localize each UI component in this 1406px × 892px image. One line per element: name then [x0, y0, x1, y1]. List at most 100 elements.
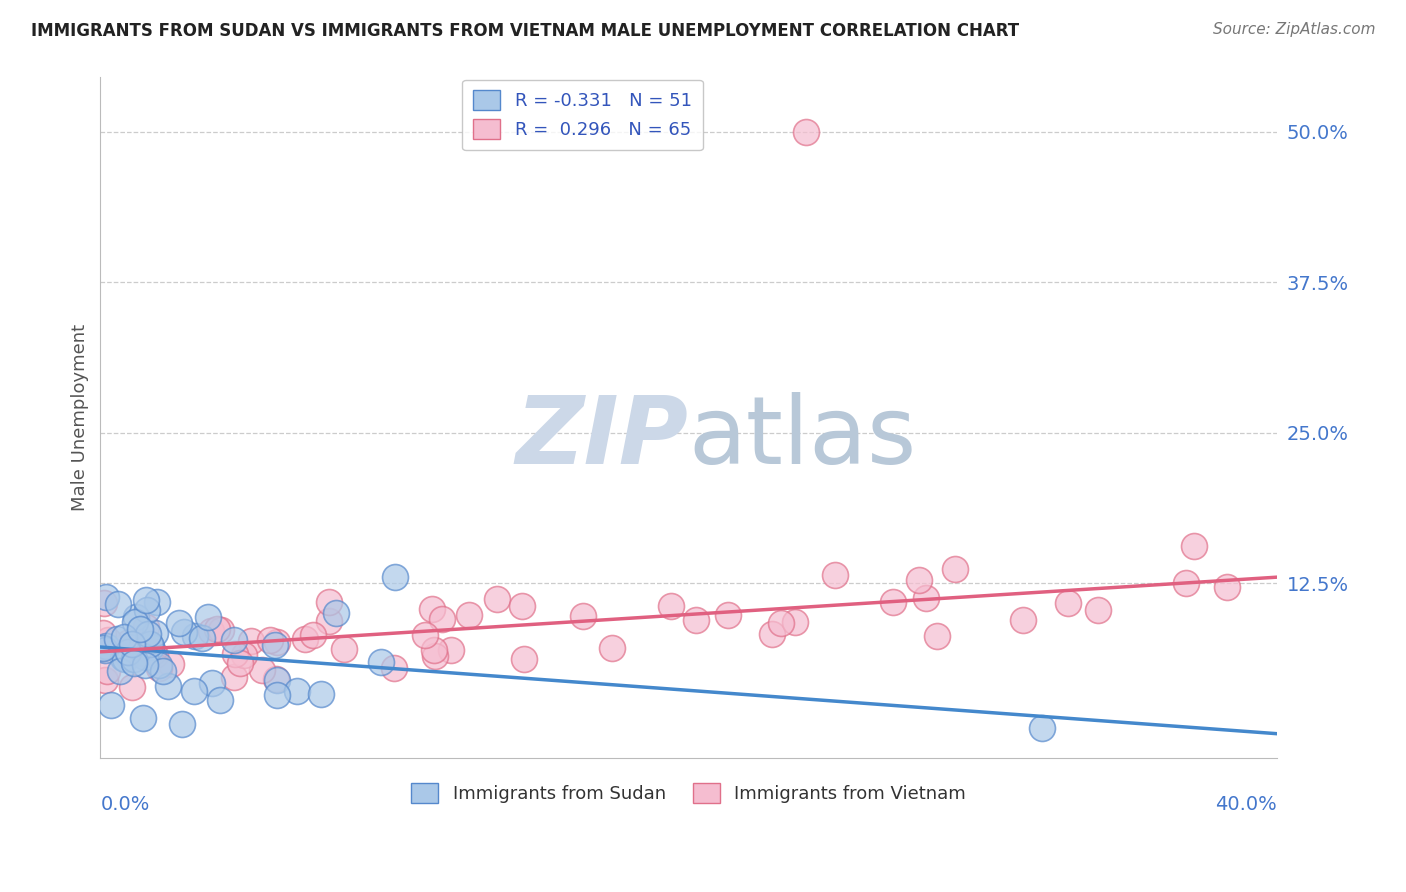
Point [131, 646, 153, 660]
Point [96, 664, 118, 678]
Text: ZIP: ZIP [516, 392, 689, 484]
Point [224, 633, 246, 648]
Point [413, 628, 436, 642]
Point [908, 574, 931, 588]
Point [685, 613, 707, 627]
Point [141, 640, 163, 654]
Point [135, 592, 157, 607]
Point [121, 680, 143, 694]
Point [783, 615, 806, 629]
Point [100, 698, 122, 713]
Point [209, 693, 232, 707]
Point [232, 648, 254, 663]
Point [91, 641, 114, 656]
Text: Source: ZipAtlas.com: Source: ZipAtlas.com [1212, 22, 1375, 37]
Point [94, 643, 117, 657]
Text: IMMIGRANTS FROM SUDAN VS IMMIGRANTS FROM VIETNAM MALE UNEMPLOYMENT CORRELATION C: IMMIGRANTS FROM SUDAN VS IMMIGRANTS FROM… [31, 22, 1019, 40]
Point [294, 632, 316, 647]
Point [1056, 596, 1078, 610]
Point [266, 688, 288, 702]
Point [132, 710, 155, 724]
Point [572, 609, 595, 624]
Point [91, 625, 114, 640]
Point [263, 638, 285, 652]
Point [1174, 575, 1197, 590]
Point [142, 645, 165, 659]
Point [325, 607, 347, 621]
Point [266, 673, 288, 688]
Point [96, 590, 118, 604]
Point [197, 610, 219, 624]
Point [121, 637, 143, 651]
Point [170, 717, 193, 731]
Text: 0.0%: 0.0% [100, 795, 149, 814]
Point [167, 616, 190, 631]
Point [207, 622, 229, 636]
Point [600, 640, 623, 655]
Point [148, 661, 170, 675]
Point [318, 614, 340, 628]
Point [250, 663, 273, 677]
Point [659, 599, 682, 613]
Point [134, 657, 156, 672]
Point [135, 603, 157, 617]
Point [382, 661, 405, 675]
Point [200, 624, 222, 639]
Point [114, 652, 136, 666]
Point [264, 672, 287, 686]
Point [430, 612, 453, 626]
Point [91, 641, 114, 656]
Point [112, 651, 135, 665]
Point [266, 635, 288, 649]
Point [108, 664, 131, 678]
Point [139, 643, 162, 657]
Text: atlas: atlas [689, 392, 917, 484]
Point [882, 595, 904, 609]
Point [160, 657, 183, 671]
Point [122, 652, 145, 666]
Point [93, 673, 115, 687]
Point [425, 648, 447, 663]
Point [118, 634, 141, 648]
Point [384, 570, 406, 584]
Point [259, 632, 281, 647]
Point [717, 608, 740, 623]
Point [124, 637, 146, 651]
Point [457, 607, 479, 622]
Point [761, 627, 783, 641]
Point [173, 624, 195, 639]
Point [1011, 613, 1033, 627]
Point [107, 597, 129, 611]
Point [128, 622, 150, 636]
Point [943, 561, 966, 575]
Point [794, 125, 817, 139]
Point [318, 595, 340, 609]
Point [201, 676, 224, 690]
Point [97, 632, 120, 647]
Point [141, 640, 163, 654]
Point [143, 626, 166, 640]
Point [309, 687, 332, 701]
Point [184, 629, 207, 643]
Point [1087, 603, 1109, 617]
Point [915, 591, 938, 605]
Point [229, 657, 252, 671]
Point [134, 650, 156, 665]
Point [440, 642, 463, 657]
Point [333, 641, 356, 656]
Point [1216, 580, 1239, 594]
Point [143, 648, 166, 662]
Point [302, 628, 325, 642]
Point [240, 633, 263, 648]
Point [156, 679, 179, 693]
Point [191, 631, 214, 645]
Point [105, 632, 128, 646]
Point [510, 599, 533, 613]
Point [112, 630, 135, 644]
Point [486, 592, 509, 607]
Point [285, 684, 308, 698]
Point [770, 616, 793, 631]
Legend: Immigrants from Sudan, Immigrants from Vietnam: Immigrants from Sudan, Immigrants from V… [404, 776, 973, 810]
Point [824, 568, 846, 582]
Point [124, 656, 146, 670]
